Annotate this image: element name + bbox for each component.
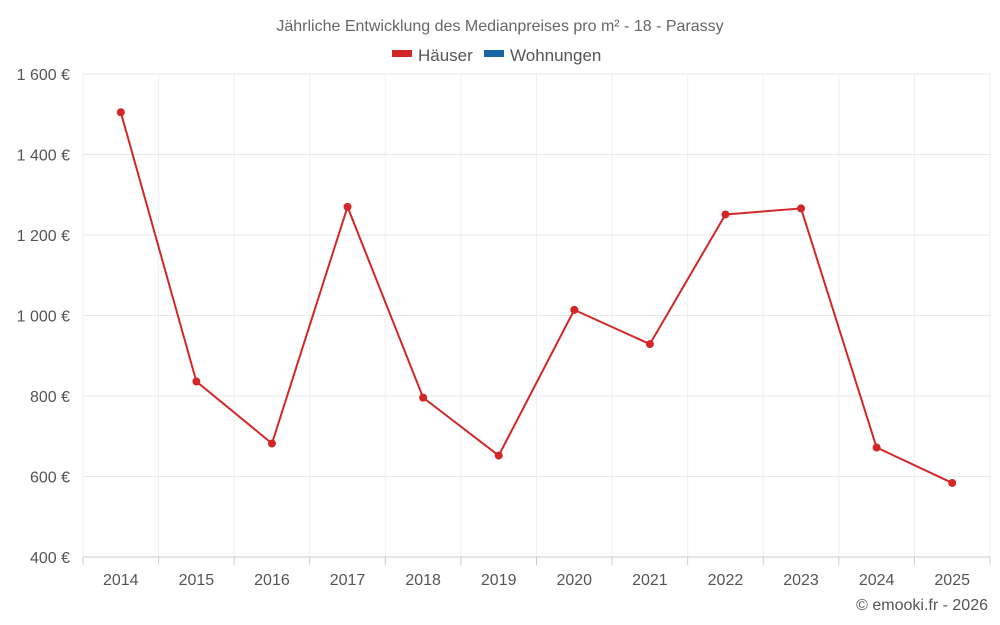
y-tick-label: 400 € [30,550,70,567]
x-tick-label: 2019 [481,572,517,589]
legend-label-wohnungen: Wohnungen [510,46,601,65]
data-point-haeuser-2015[interactable] [192,377,201,386]
axes: 400 € 600 € 800 € 1 000 € 1 200 € 1 400 € 1 60… [17,67,991,589]
x-tick-label: 2020 [556,572,592,589]
data-point-haeuser-2023[interactable] [797,204,806,213]
data-point-haeuser-2020[interactable] [570,305,579,314]
legend-swatch-wohnungen [484,50,504,57]
data-point-haeuser-2025[interactable] [948,478,957,487]
legend-item-haeuser[interactable]: Häuser [392,46,473,65]
legend-swatch-haeuser [392,50,412,57]
legend[interactable]: Häuser Wohnungen [392,46,601,65]
x-tick-label: 2014 [103,572,139,589]
y-tick-label: 1 200 € [17,228,70,245]
x-tick-label: 2023 [783,572,819,589]
data-point-haeuser-2016[interactable] [267,439,276,448]
data-point-haeuser-2014[interactable] [116,108,125,117]
x-tick-label: 2015 [179,572,215,589]
x-tick-label: 2017 [330,572,366,589]
y-tick-label: 800 € [30,389,70,406]
data-point-haeuser-2017[interactable] [343,202,352,211]
legend-label-haeuser: Häuser [418,46,473,65]
data-point-haeuser-2024[interactable] [872,443,881,452]
y-tick-label: 600 € [30,470,70,487]
y-tick-label: 1 400 € [17,148,70,165]
chart-title: Jährliche Entwicklung des Medianpreises … [276,18,723,35]
data-point-haeuser-2018[interactable] [419,393,428,402]
data-point-haeuser-2021[interactable] [645,340,654,349]
y-tick-label: 1 000 € [17,309,70,326]
credit-text: © emooki.fr - 2026 [856,597,988,614]
x-tick-label: 2018 [405,572,441,589]
x-tick-label: 2016 [254,572,290,589]
data-point-haeuser-2019[interactable] [494,451,503,460]
legend-item-wohnungen[interactable]: Wohnungen [484,46,601,65]
series-haeuser [116,108,957,487]
x-tick-label: 2025 [934,572,970,589]
y-tick-label: 1 600 € [17,67,70,84]
data-point-haeuser-2022[interactable] [721,210,730,219]
gridlines [82,73,991,557]
x-tick-label: 2024 [859,572,895,589]
series-line-haeuser [119,111,953,484]
x-tick-label: 2021 [632,572,668,589]
x-tick-label: 2022 [708,572,744,589]
